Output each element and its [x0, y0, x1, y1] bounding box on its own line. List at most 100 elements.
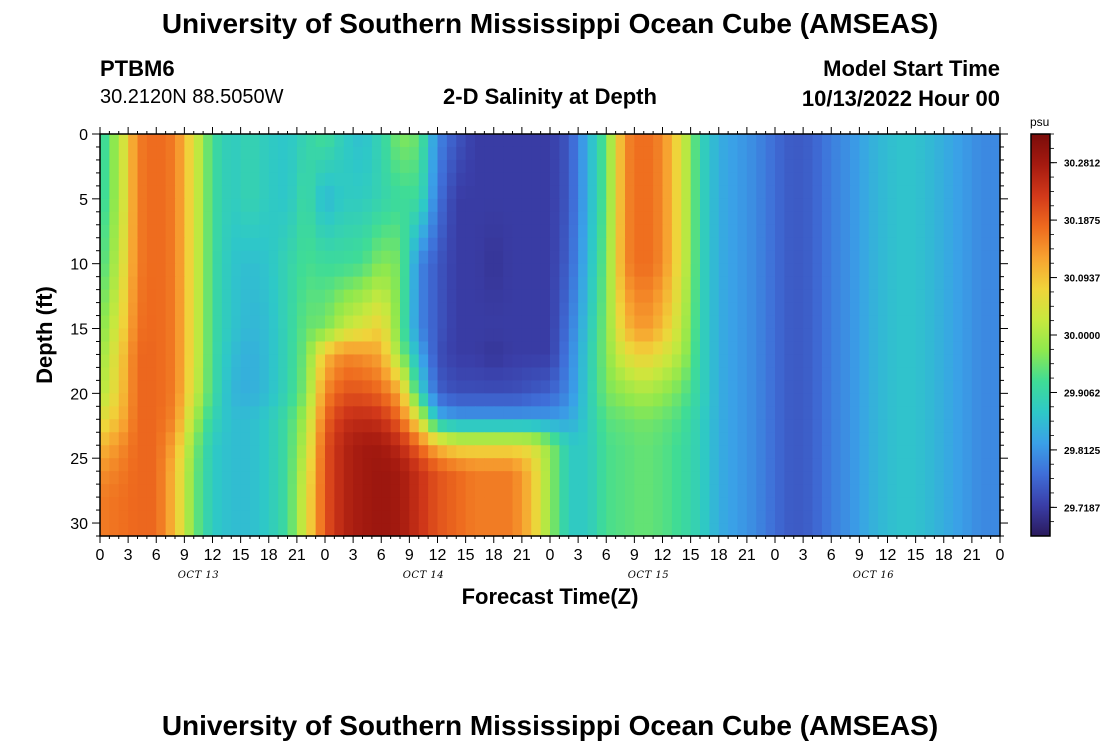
heatmap-cell [400, 224, 410, 239]
heatmap-cell [446, 315, 457, 330]
heatmap-cell [568, 185, 579, 200]
heatmap-cell [568, 263, 579, 278]
heatmap-cell [915, 172, 926, 187]
heatmap-cell [193, 484, 204, 498]
heatmap-cell [981, 458, 992, 472]
heatmap-cell [559, 302, 570, 317]
heatmap-cell [709, 237, 720, 252]
heatmap-cell [437, 484, 448, 498]
heatmap-cell [981, 367, 992, 381]
heatmap-cell [325, 302, 335, 317]
heatmap-cell [990, 289, 1001, 304]
heatmap-cell [690, 471, 701, 485]
heatmap-cell [953, 237, 964, 252]
heatmap-cell [146, 484, 157, 498]
heatmap-cell [259, 224, 270, 239]
heatmap-cell [446, 432, 457, 446]
heatmap-cell [231, 419, 242, 433]
heatmap-cell [559, 263, 570, 278]
heatmap-cell [296, 393, 307, 407]
heatmap-cell [109, 276, 120, 291]
heatmap-cell [146, 328, 157, 343]
heatmap-cell [259, 134, 270, 148]
heatmap-cell [568, 172, 579, 187]
heatmap-cell [568, 458, 579, 472]
heatmap-cell [334, 315, 345, 330]
heatmap-cell [906, 159, 917, 174]
heatmap-cell [606, 432, 617, 446]
heatmap-cell [746, 185, 757, 200]
heatmap-cell [878, 393, 889, 407]
heatmap-cell [615, 159, 626, 174]
heatmap-cell [409, 185, 420, 200]
heatmap-cell [596, 328, 607, 343]
heatmap-cell [212, 497, 223, 511]
heatmap-cell [793, 185, 804, 200]
heatmap-cell [128, 315, 139, 330]
heatmap-cell [221, 380, 232, 394]
heatmap-cell [550, 471, 560, 485]
heatmap-cell [765, 198, 776, 213]
heatmap-cell [756, 354, 767, 369]
heatmap-cell [315, 471, 326, 485]
heatmap-cell [568, 406, 579, 420]
heatmap-cell [156, 289, 167, 304]
heatmap-cell [165, 315, 176, 330]
heatmap-cell [700, 315, 710, 330]
heatmap-cell [465, 185, 476, 200]
heatmap-cell [128, 134, 139, 148]
heatmap-cell [765, 211, 776, 226]
heatmap-cell [343, 185, 354, 200]
heatmap-cell [718, 484, 729, 498]
heatmap-cell [418, 250, 429, 265]
heatmap-cell [737, 224, 748, 239]
heatmap-cell [156, 471, 167, 485]
heatmap-cell [756, 393, 767, 407]
heatmap-cell [353, 237, 364, 252]
heatmap-cell [850, 198, 860, 213]
heatmap-cell [868, 419, 879, 433]
heatmap-cell [700, 419, 710, 433]
heatmap-cell [156, 328, 167, 343]
heatmap-cell [362, 185, 373, 200]
heatmap-cell [831, 315, 842, 330]
heatmap-cell [400, 328, 410, 343]
heatmap-cell [981, 146, 992, 161]
heatmap-cell [287, 289, 298, 304]
heatmap-cell [503, 172, 514, 187]
heatmap-cell [371, 198, 382, 213]
heatmap-cell [465, 354, 476, 369]
heatmap-cell [475, 471, 485, 485]
heatmap-cell [896, 393, 907, 407]
heatmap-cell [343, 237, 354, 252]
heatmap-cell [906, 406, 917, 420]
x-tick-label: 9 [855, 547, 864, 564]
heatmap-cell [962, 198, 973, 213]
heatmap-cell [306, 484, 317, 498]
heatmap-cell [203, 471, 214, 485]
heatmap-cell [540, 406, 551, 420]
heatmap-cell [653, 134, 664, 148]
heatmap-cell [568, 523, 579, 537]
heatmap-cell [718, 367, 729, 381]
heatmap-cell [343, 354, 354, 369]
heatmap-cell [296, 159, 307, 174]
heatmap-cell [212, 380, 223, 394]
heatmap-cell [362, 237, 373, 252]
heatmap-cell [343, 367, 354, 381]
heatmap-cell [925, 211, 935, 226]
heatmap-cell [512, 146, 523, 161]
heatmap-cell [118, 432, 129, 446]
heatmap-cell [493, 458, 504, 472]
heatmap-cell [925, 328, 935, 343]
heatmap-cell [231, 393, 242, 407]
heatmap-cell [775, 341, 785, 356]
heatmap-cell [315, 458, 326, 472]
heatmap-cell [390, 328, 401, 343]
heatmap-cell [315, 419, 326, 433]
heatmap-cell [278, 380, 289, 394]
heatmap-cell [962, 367, 973, 381]
heatmap-cell [550, 432, 560, 446]
heatmap-cell [475, 276, 485, 291]
heatmap-cell [306, 185, 317, 200]
